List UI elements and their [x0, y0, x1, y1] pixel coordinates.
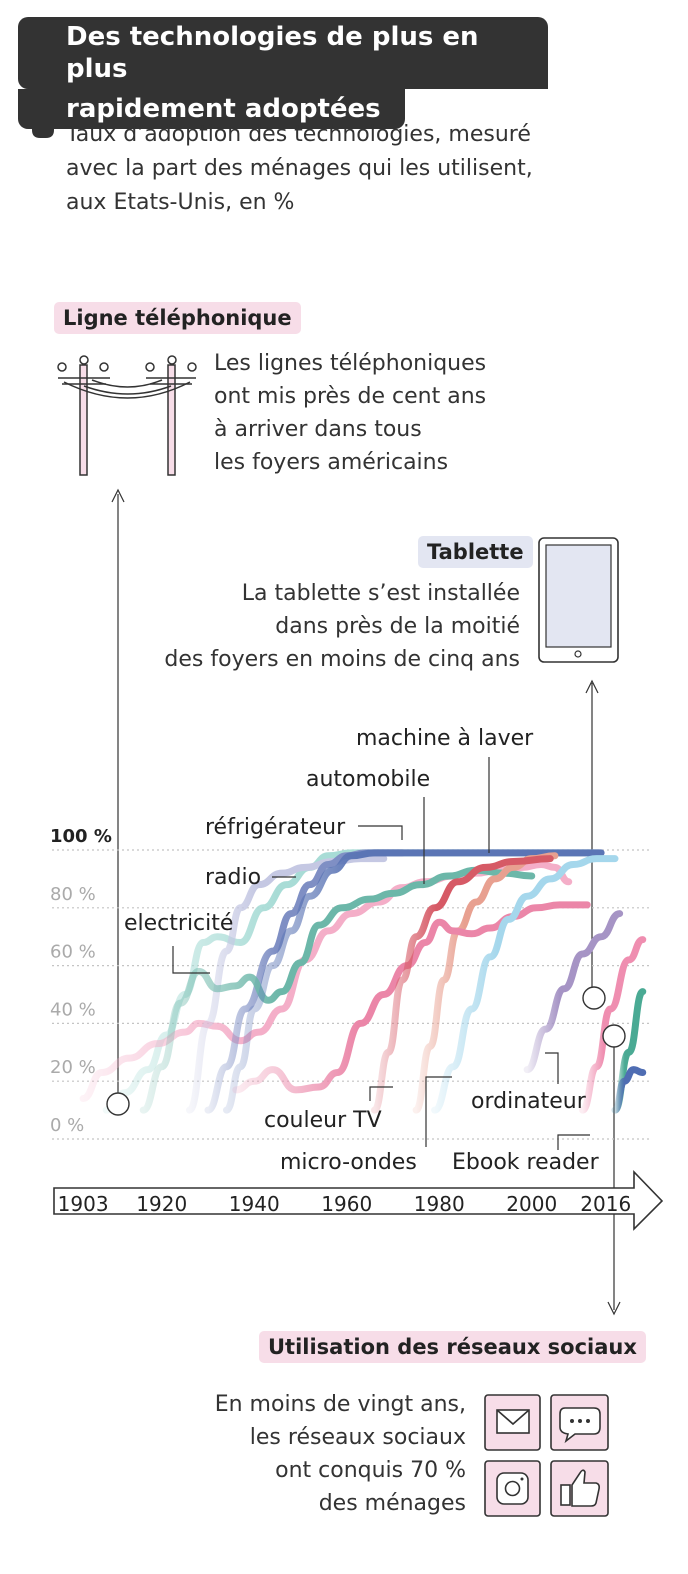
series-line-automobile — [139, 866, 536, 1114]
y-tick-label: 80 % — [50, 884, 96, 905]
x-tick-label: 2000 — [506, 1192, 557, 1216]
mail-icon — [484, 1394, 541, 1451]
callout-leaders — [111, 488, 621, 1316]
x-tick-label: 1920 — [136, 1192, 187, 1216]
title-block: Des technologies de plus en plus rapidem… — [18, 17, 548, 129]
subtitle-line-3: aux Etats-Unis, en % — [66, 190, 295, 215]
tablet-marker — [602, 1024, 626, 1048]
series-line-electricité — [102, 849, 600, 1114]
telephone-note: Les lignes téléphoniques ont mis près de… — [214, 347, 486, 479]
y-tick-label: 40 % — [50, 999, 96, 1020]
social-note-line: En moins de vingt ans, — [214, 1392, 466, 1417]
telephone-note-line: à arriver dans tous — [214, 417, 422, 442]
subtitle-line-2: avec la part des ménages qui les utilise… — [66, 156, 533, 181]
y-tick-label: 0 % — [50, 1115, 84, 1136]
telephone-tag: Ligne téléphonique — [54, 302, 301, 334]
telephone-note-line: les foyers américains — [214, 450, 449, 475]
annotation-micro-ondes: micro-ondes — [280, 1150, 417, 1175]
series-line-couleur-tv-rouge- — [371, 855, 554, 1114]
annotation-automobile: automobile — [306, 767, 430, 792]
annotation-electricite: electricité — [124, 911, 233, 936]
subtitle-line-1: Taux d’adoption des technologies, mesuré — [66, 122, 531, 147]
y-tick-label: 60 % — [50, 942, 96, 963]
annotation-machine-a-laver: machine à laver — [356, 726, 534, 751]
series-group — [79, 849, 647, 1114]
subtitle: Taux d’adoption des technologies, mesuré… — [66, 118, 626, 220]
social-marker — [582, 986, 606, 1010]
social-note-line: les réseaux sociaux — [249, 1425, 466, 1450]
title-line-2: rapidement adoptées — [18, 89, 405, 129]
y-tick-label: 20 % — [50, 1057, 96, 1078]
social-note-line: ont conquis 70 % — [275, 1458, 466, 1483]
y-tick-label: 100 % — [50, 826, 112, 847]
instagram-icon — [484, 1460, 541, 1517]
annotation-ebook-reader: Ebook reader — [452, 1150, 600, 1175]
annotation-couleur-tv: couleur TV — [264, 1108, 382, 1133]
annotation-refrigerateur: réfrigérateur — [205, 815, 346, 840]
tablet-note: La tablette s’est installée dans près de… — [164, 577, 520, 676]
title-tab-decoration — [32, 100, 54, 138]
x-tick-label: 1940 — [229, 1192, 280, 1216]
y-axis: 100 % 80 % 60 % 40 % 20 % 0 % — [50, 826, 112, 1136]
thumbs-up-icon — [550, 1460, 609, 1517]
series-line-ordinateur — [523, 910, 624, 1074]
series-line-micro-ondes-bleu- — [431, 855, 619, 1114]
series-line-machine-à-laver — [223, 849, 605, 1114]
chat-bubble-icon — [550, 1394, 609, 1451]
x-axis: 1903 1920 1940 1960 1980 2000 2016 — [58, 1192, 632, 1216]
telephone-note-line: ont mis près de cent ans — [214, 384, 487, 409]
x-tick-label: 1960 — [321, 1192, 372, 1216]
social-tag: Utilisation des réseaux sociaux — [259, 1331, 646, 1363]
x-axis-arrow — [53, 1170, 664, 1231]
telephone-start-marker — [106, 1092, 130, 1116]
telephone-note-line: Les lignes téléphoniques — [214, 351, 487, 376]
x-tick-label: 1980 — [414, 1192, 465, 1216]
tablet-tag: Tablette — [418, 536, 533, 568]
series-line-ebook-reader — [611, 1066, 647, 1114]
x-tick-label: 1903 — [58, 1192, 109, 1216]
title-line-1: Des technologies de plus en plus — [18, 17, 548, 89]
social-note: En moins de vingt ans, les réseaux socia… — [215, 1388, 466, 1520]
tablet-note-line: des foyers en moins de cinq ans — [164, 647, 520, 672]
series-line-utilisation-des-réseaux-sociaux — [579, 936, 647, 1114]
telephone-pole-icon — [57, 355, 197, 476]
annotation-radio: radio — [205, 865, 261, 890]
tablet-icon — [538, 537, 619, 663]
annotation-ordinateur: ordinateur — [471, 1089, 587, 1114]
highlight-markers — [106, 986, 626, 1116]
series-annotations: machine à laver automobile réfrigérateur… — [124, 726, 600, 1175]
social-icons — [484, 1394, 609, 1517]
tablet-note-line: dans près de la moitié — [275, 614, 520, 639]
social-note-line: des ménages — [318, 1491, 466, 1516]
tablet-note-line: La tablette s’est installée — [241, 581, 520, 606]
x-tick-label: 2016 — [580, 1192, 631, 1216]
